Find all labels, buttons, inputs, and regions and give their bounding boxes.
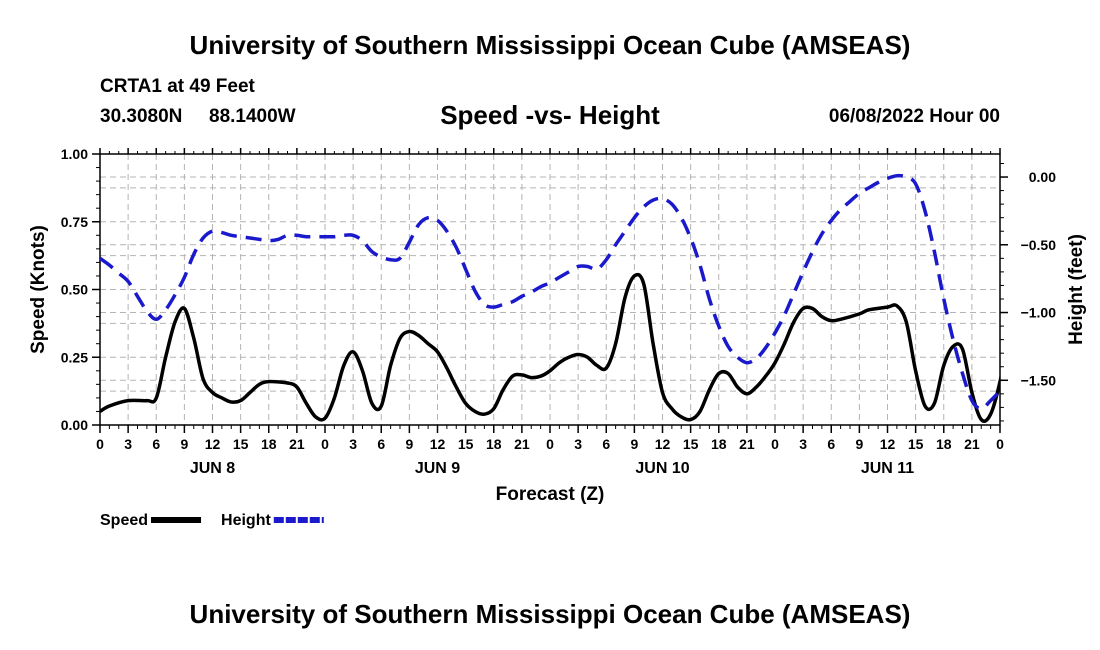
x-tick-label: 9 [630,436,638,452]
y-axis-label-right: Height (feet) [1066,234,1087,345]
datetime-label: 06/08/2022 Hour 00 [828,106,1000,127]
page-title: University of Southern Mississippi Ocean… [189,30,911,60]
legend-label-speed: Speed [100,512,148,529]
x-tick-label: 6 [602,436,610,452]
y-left-tick-label: 0.25 [61,349,88,365]
latitude-label: 30.3080N [100,106,183,127]
y-right-tick-label: −1.00 [1021,305,1057,321]
x-tick-label: 12 [205,436,221,452]
x-tick-label: 12 [655,436,671,452]
x-tick-label: 21 [964,436,980,452]
legend-label-height: Height [221,512,271,529]
x-tick-label: 9 [405,436,413,452]
y-left-tick-label: 0.00 [61,417,88,433]
day-label: JUN 8 [190,460,235,477]
station-label: CRTA1 at 49 Feet [100,76,255,97]
y-left-tick-label: 0.75 [61,214,88,230]
x-tick-label: 3 [799,436,807,452]
day-label: JUN 11 [861,460,914,477]
x-tick-label: 3 [124,436,132,452]
x-tick-label: 21 [289,436,305,452]
x-tick-label: 0 [996,436,1004,452]
x-tick-label: 0 [771,436,779,452]
x-tick-label: 18 [261,436,277,452]
x-tick-label: 21 [514,436,530,452]
x-tick-label: 6 [827,436,835,452]
y-left-tick-label: 1.00 [61,146,88,162]
x-tick-label: 15 [683,436,699,452]
x-tick-label: 0 [546,436,554,452]
x-tick-label: 18 [486,436,502,452]
longitude-label: 88.1400W [209,106,296,127]
x-tick-label: 3 [349,436,357,452]
x-tick-label: 12 [430,436,446,452]
x-tick-label: 0 [96,436,104,452]
x-tick-label: 9 [180,436,188,452]
x-tick-label: 6 [152,436,160,452]
x-tick-label: 15 [908,436,924,452]
x-tick-label: 3 [574,436,582,452]
x-tick-label: 18 [711,436,727,452]
y-left-tick-label: 0.50 [61,282,88,298]
y-right-tick-label: −0.50 [1021,237,1057,253]
chart-title: Speed -vs- Height [440,100,660,130]
x-tick-label: 12 [880,436,896,452]
day-label: JUN 9 [415,460,460,477]
series-line-speed [100,272,1000,423]
y-right-tick-label: 0.00 [1029,169,1056,185]
footer-title: University of Southern Mississippi Ocean… [189,599,911,629]
y-axis-label-left: Speed (Knots) [28,225,49,354]
day-label: JUN 10 [635,460,689,477]
x-tick-label: 0 [321,436,329,452]
x-tick-label: 15 [458,436,474,452]
y-right-tick-label: −1.50 [1021,372,1057,388]
x-tick-label: 18 [936,436,952,452]
x-tick-label: 6 [377,436,385,452]
x-axis-label: Forecast (Z) [496,484,605,505]
series-line-height [100,173,1000,411]
x-tick-label: 15 [233,436,249,452]
x-tick-label: 9 [855,436,863,452]
x-tick-label: 21 [739,436,755,452]
